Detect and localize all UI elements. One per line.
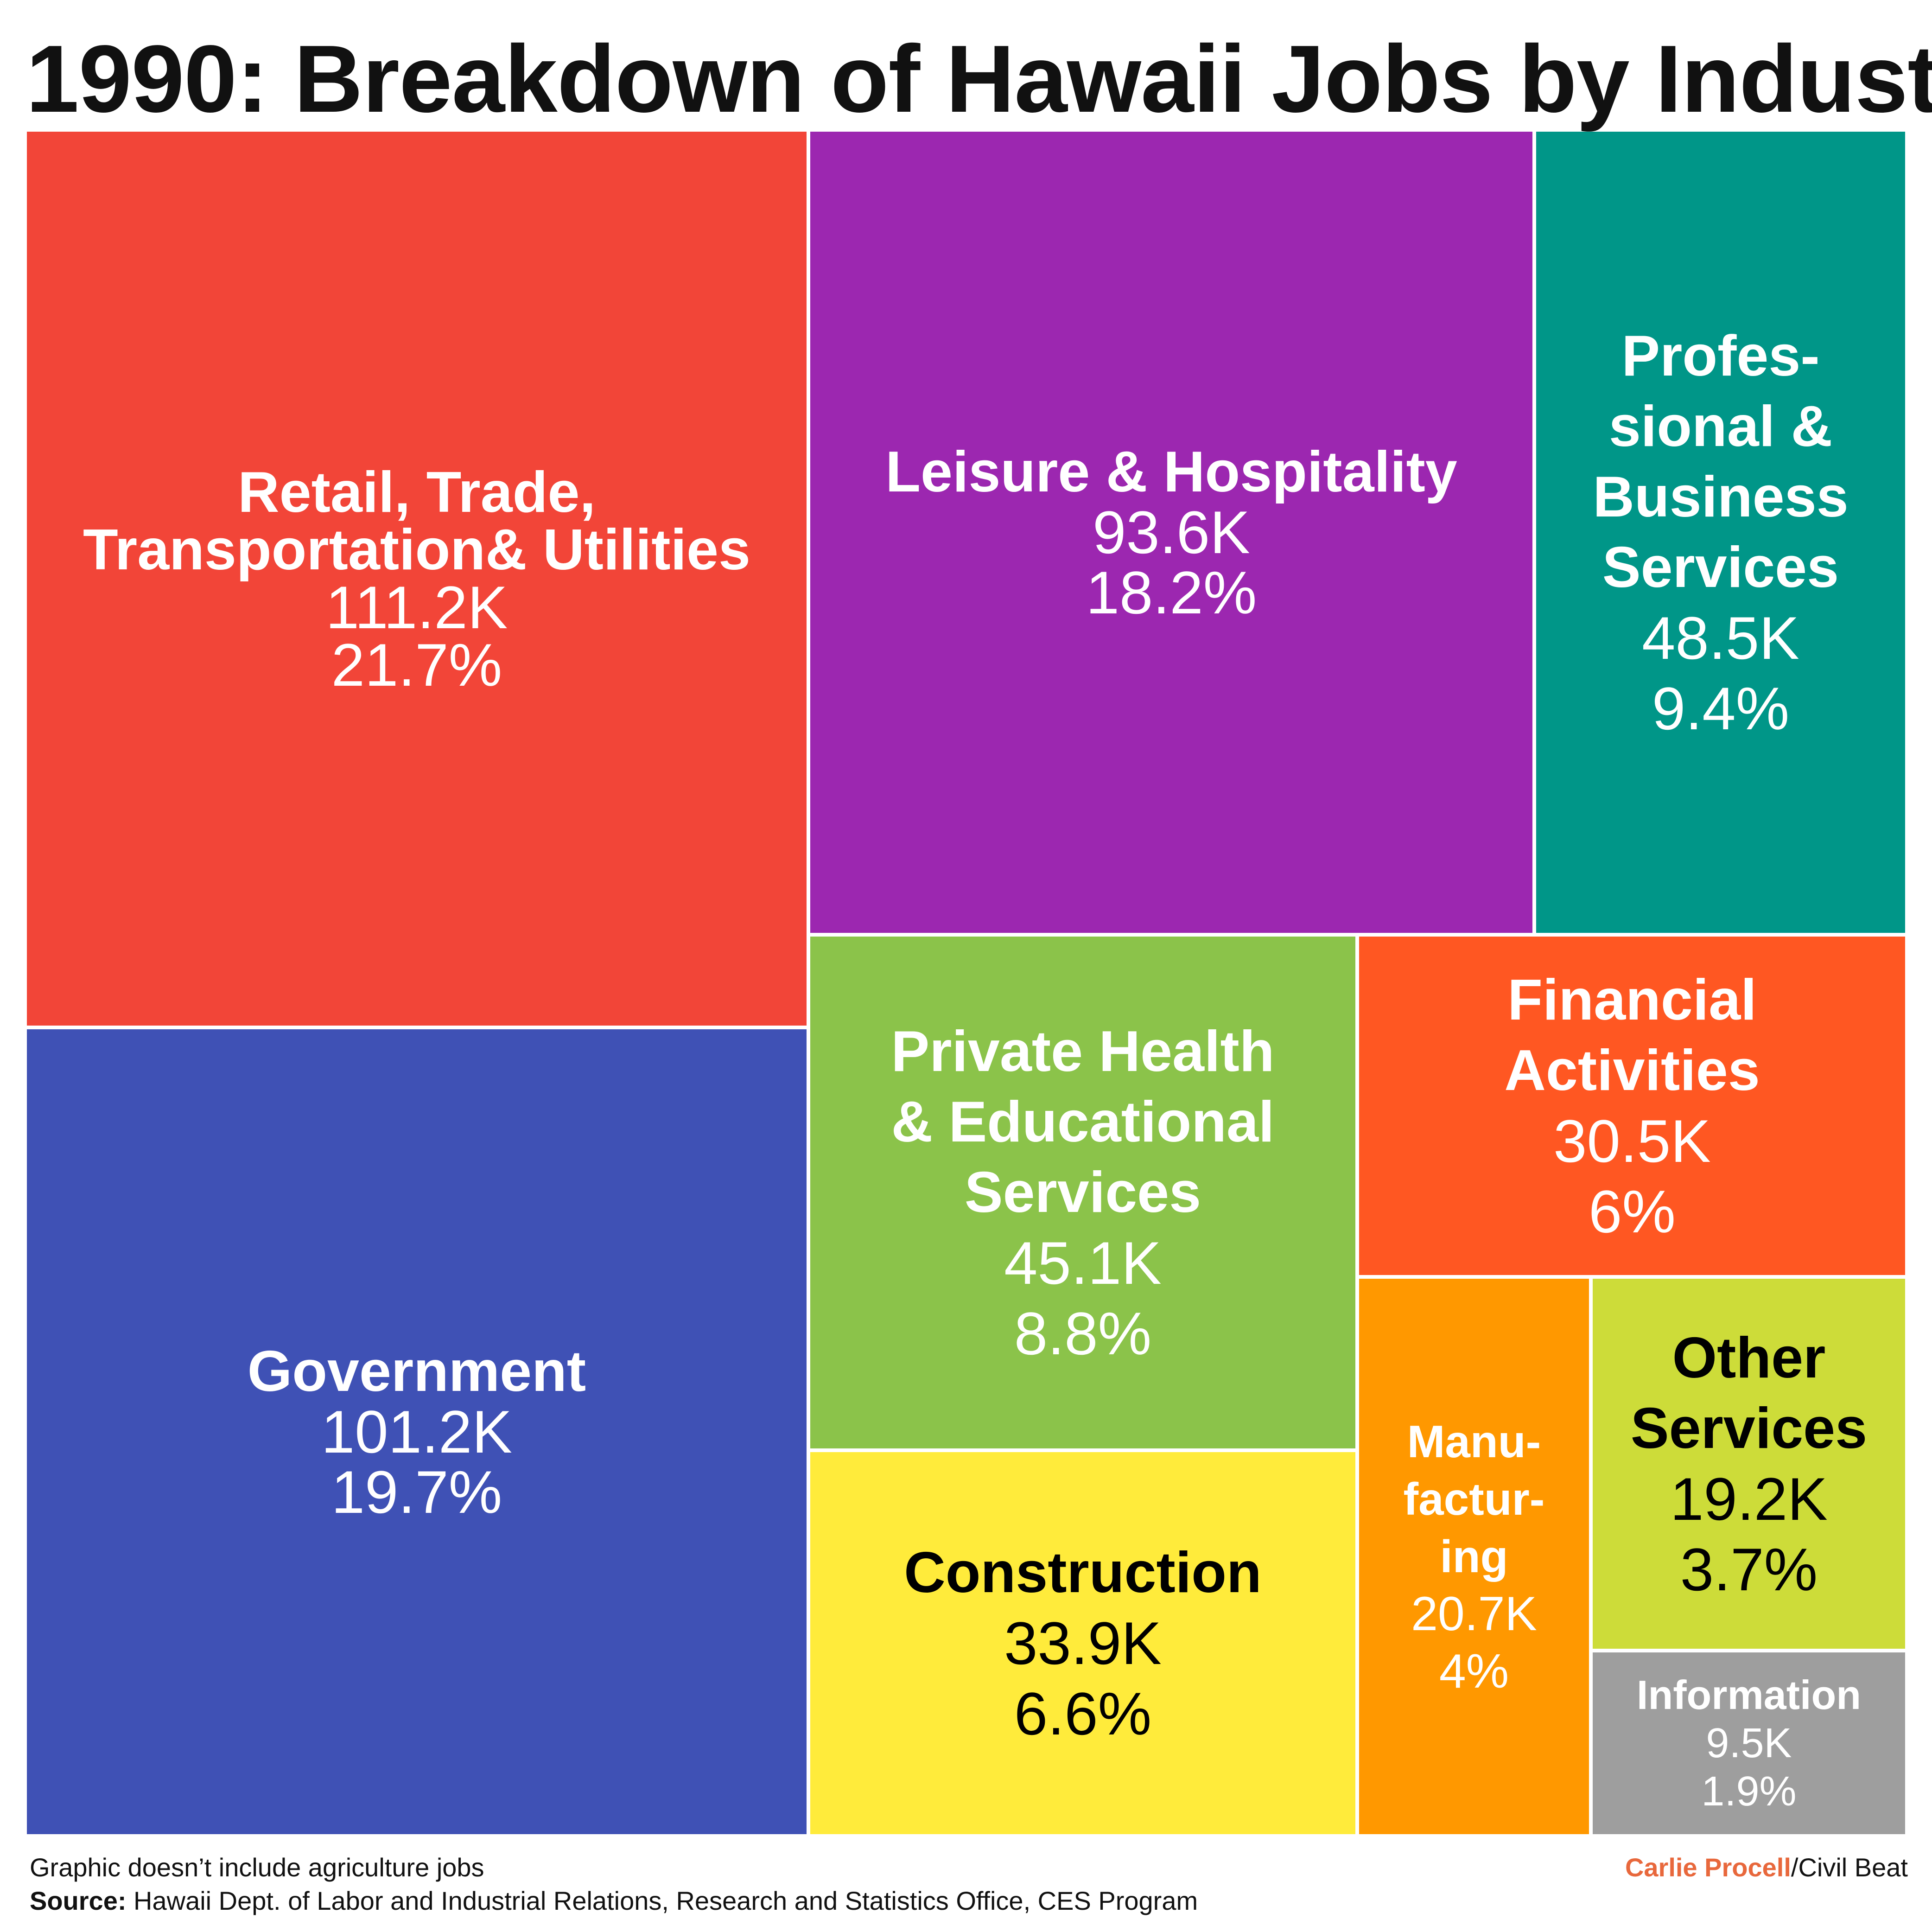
chart-title: 1990: Breakdown of Hawaii Jobs by Indust… <box>26 26 1932 132</box>
tile-content: Profes- sional & Business Services 48.5K 9… <box>1593 321 1848 744</box>
tile-value: 30.5K <box>1553 1107 1711 1175</box>
credit-org: /Civil Beat <box>1791 1853 1908 1882</box>
tile-percent: 6.6% <box>1014 1680 1152 1747</box>
treemap-tile: Information 9.5K 1.9% <box>1593 1652 1905 1834</box>
treemap-tile: Construction 33.9K 6.6% <box>810 1452 1355 1834</box>
tile-value: 45.1K <box>1004 1229 1162 1297</box>
tile-value: 20.7K <box>1411 1587 1537 1641</box>
tile-content: Construction 33.9K 6.6% <box>904 1537 1262 1749</box>
tile-value: 111.2K <box>325 574 508 641</box>
tile-percent: 6% <box>1589 1178 1676 1245</box>
tile-percent: 18.2% <box>1086 559 1257 626</box>
tile-content: Government 101.2K 19.7% <box>248 1341 586 1522</box>
tile-label: Private Health & Educational Services <box>891 1020 1275 1224</box>
tile-label: Financial Activities <box>1504 968 1760 1103</box>
treemap-tile: Other Services 19.2K 3.7% <box>1593 1279 1905 1649</box>
tile-label: Leisure & Hospitality <box>885 440 1457 504</box>
tile-percent: 1.9% <box>1701 1768 1797 1815</box>
tile-value: 48.5K <box>1642 604 1799 672</box>
tile-content: Private Health & Educational Services 45.… <box>891 1016 1274 1369</box>
tile-value: 9.5K <box>1706 1720 1792 1766</box>
tile-label: Government <box>247 1339 586 1403</box>
tile-label: Manu- factur- ing <box>1403 1416 1545 1582</box>
tile-percent: 8.8% <box>1014 1300 1152 1367</box>
treemap-tile: Financial Activities 30.5K 6% <box>1359 937 1905 1275</box>
treemap-tile: Manu- factur- ing 20.7K 4% <box>1359 1279 1589 1834</box>
tile-content: Leisure & Hospitality 93.6K 18.2% <box>885 442 1457 623</box>
tile-label: Information <box>1637 1672 1861 1718</box>
tile-label: Retail, Trade, Transportation& Utilities <box>83 460 750 582</box>
tile-content: Financial Activities 30.5K 6% <box>1504 965 1760 1247</box>
tile-value: 19.2K <box>1670 1465 1828 1533</box>
tile-content: Information 9.5K 1.9% <box>1637 1671 1861 1816</box>
tile-value: 93.6K <box>1093 498 1250 566</box>
footer-source: Source: Hawaii Dept. of Labor and Indust… <box>30 1886 1198 1916</box>
tile-content: Retail, Trade, Transportation& Utilities… <box>83 460 750 699</box>
tile-label: Construction <box>904 1541 1262 1605</box>
source-label: Source: <box>30 1886 127 1915</box>
source-text: Hawaii Dept. of Labor and Industrial Rel… <box>126 1886 1198 1915</box>
tile-label: Profes- sional & Business Services <box>1593 324 1849 599</box>
tile-content: Manu- factur- ing 20.7K 4% <box>1404 1413 1545 1700</box>
credit: Carlie Procell/Civil Beat <box>1625 1852 1908 1882</box>
treemap-tile: Profes- sional & Business Services 48.5K 9… <box>1536 132 1905 933</box>
tile-percent: 3.7% <box>1680 1536 1818 1603</box>
tile-percent: 19.7% <box>331 1458 502 1526</box>
treemap-tile: Retail, Trade, Transportation& Utilities… <box>27 132 807 1026</box>
tile-label: Other Services <box>1630 1326 1868 1460</box>
tile-value: 33.9K <box>1004 1609 1162 1677</box>
tile-percent: 21.7% <box>331 631 502 699</box>
treemap-tile: Leisure & Hospitality 93.6K 18.2% <box>810 132 1532 933</box>
tile-content: Other Services 19.2K 3.7% <box>1631 1323 1867 1605</box>
tile-percent: 4% <box>1439 1645 1509 1698</box>
tile-value: 101.2K <box>321 1398 512 1466</box>
tile-percent: 9.4% <box>1652 675 1790 742</box>
footer-note: Graphic doesn’t include agriculture jobs <box>30 1853 484 1882</box>
treemap-tile: Private Health & Educational Services 45.… <box>810 937 1355 1448</box>
treemap-tile: Government 101.2K 19.7% <box>27 1029 807 1834</box>
credit-author: Carlie Procell <box>1625 1853 1791 1882</box>
